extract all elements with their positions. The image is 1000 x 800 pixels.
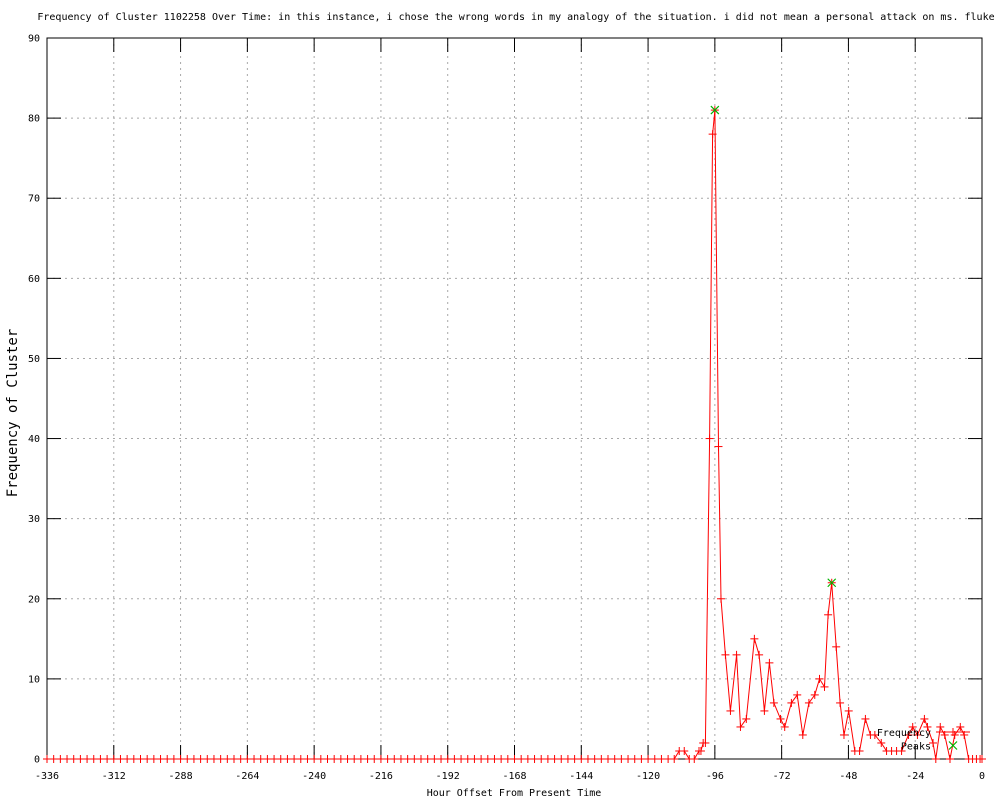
legend-peaks-sample-marker (948, 741, 958, 750)
x-tick-label: -216 (369, 771, 393, 782)
x-tick-label: -96 (706, 771, 724, 782)
cross-marker (827, 578, 837, 588)
legend-samples (936, 728, 970, 750)
y-axis-label: Frequency of Cluster (5, 329, 21, 498)
x-tick-label: -168 (502, 771, 526, 782)
y-tick-label: 10 (28, 674, 40, 685)
frequency-series (43, 106, 986, 763)
x-tick-label: -144 (569, 771, 593, 782)
chart-title: Frequency of Cluster 1102258 Over Time: … (37, 12, 994, 23)
legend: Frequency Peaks (877, 728, 931, 753)
x-tick-label: 0 (979, 771, 985, 782)
x-tick-label: -120 (636, 771, 660, 782)
y-tick-label: 0 (34, 755, 40, 766)
y-tick-label: 80 (28, 114, 40, 125)
legend-frequency-label: Frequency (877, 728, 931, 739)
x-tick-label: -48 (839, 771, 857, 782)
tick-labels: -336 -312 -288 -264 -240 -216 -192 -168 -144 -120… (28, 34, 985, 783)
x-axis-label: Hour Offset From Present Time (427, 788, 602, 799)
x-tick-label: -336 (35, 771, 59, 782)
x-tick-label: -72 (773, 771, 791, 782)
cross-marker (710, 105, 720, 115)
x-tick-label: -288 (169, 771, 193, 782)
y-tick-label: 20 (28, 594, 40, 605)
x-tick-label: -24 (906, 771, 924, 782)
x-tick-label: -312 (102, 771, 126, 782)
x-tick-label: -240 (302, 771, 326, 782)
y-tick-label: 70 (28, 194, 40, 205)
peaks-series (710, 105, 837, 588)
y-tick-label: 30 (28, 514, 40, 525)
x-tick-label: -264 (235, 771, 259, 782)
y-tick-label: 50 (28, 354, 40, 365)
x-tick-label: -192 (436, 771, 460, 782)
y-tick-label: 60 (28, 274, 40, 285)
gridlines (46, 37, 983, 760)
legend-peaks-label: Peaks (901, 742, 931, 753)
y-tick-label: 90 (28, 34, 40, 45)
y-tick-label: 40 (28, 434, 40, 445)
